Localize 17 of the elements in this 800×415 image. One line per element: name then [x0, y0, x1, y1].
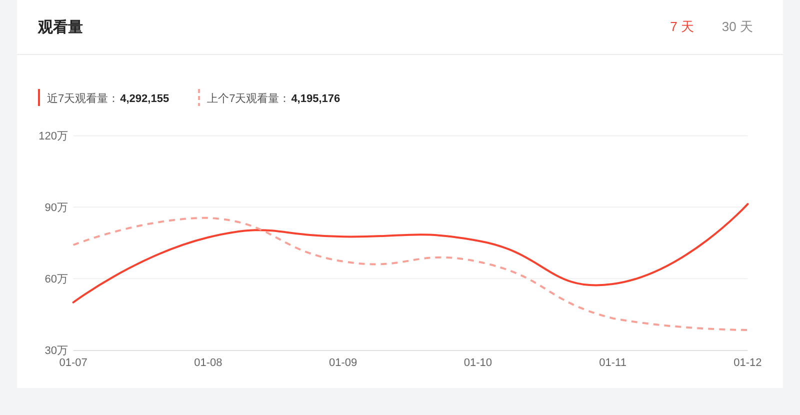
y-tick-label: 60万	[44, 274, 68, 286]
text: 4,195,176	[291, 93, 340, 105]
x-tick-label: 01-07	[59, 357, 88, 369]
text: 7 天	[670, 19, 694, 34]
x-tick-label: 01-12	[734, 357, 762, 369]
y-tick-label: 90万	[44, 202, 68, 214]
x-tick-label: 01-11	[599, 357, 626, 369]
legend-label: 近7天观看量：	[47, 92, 120, 105]
text: 4,292,155	[120, 93, 170, 105]
x-tick-label: 01-09	[328, 357, 358, 369]
text: 30 天	[722, 19, 753, 34]
x-tick-label: 01-08	[194, 357, 222, 369]
x-tick-label: 01-10	[464, 357, 492, 369]
y-tick-label: 30万	[44, 345, 68, 357]
chart-title: 观看量	[37, 19, 83, 36]
legend-label: 上个7天观看量：	[207, 92, 290, 105]
y-tick-label: 120万	[38, 130, 68, 143]
